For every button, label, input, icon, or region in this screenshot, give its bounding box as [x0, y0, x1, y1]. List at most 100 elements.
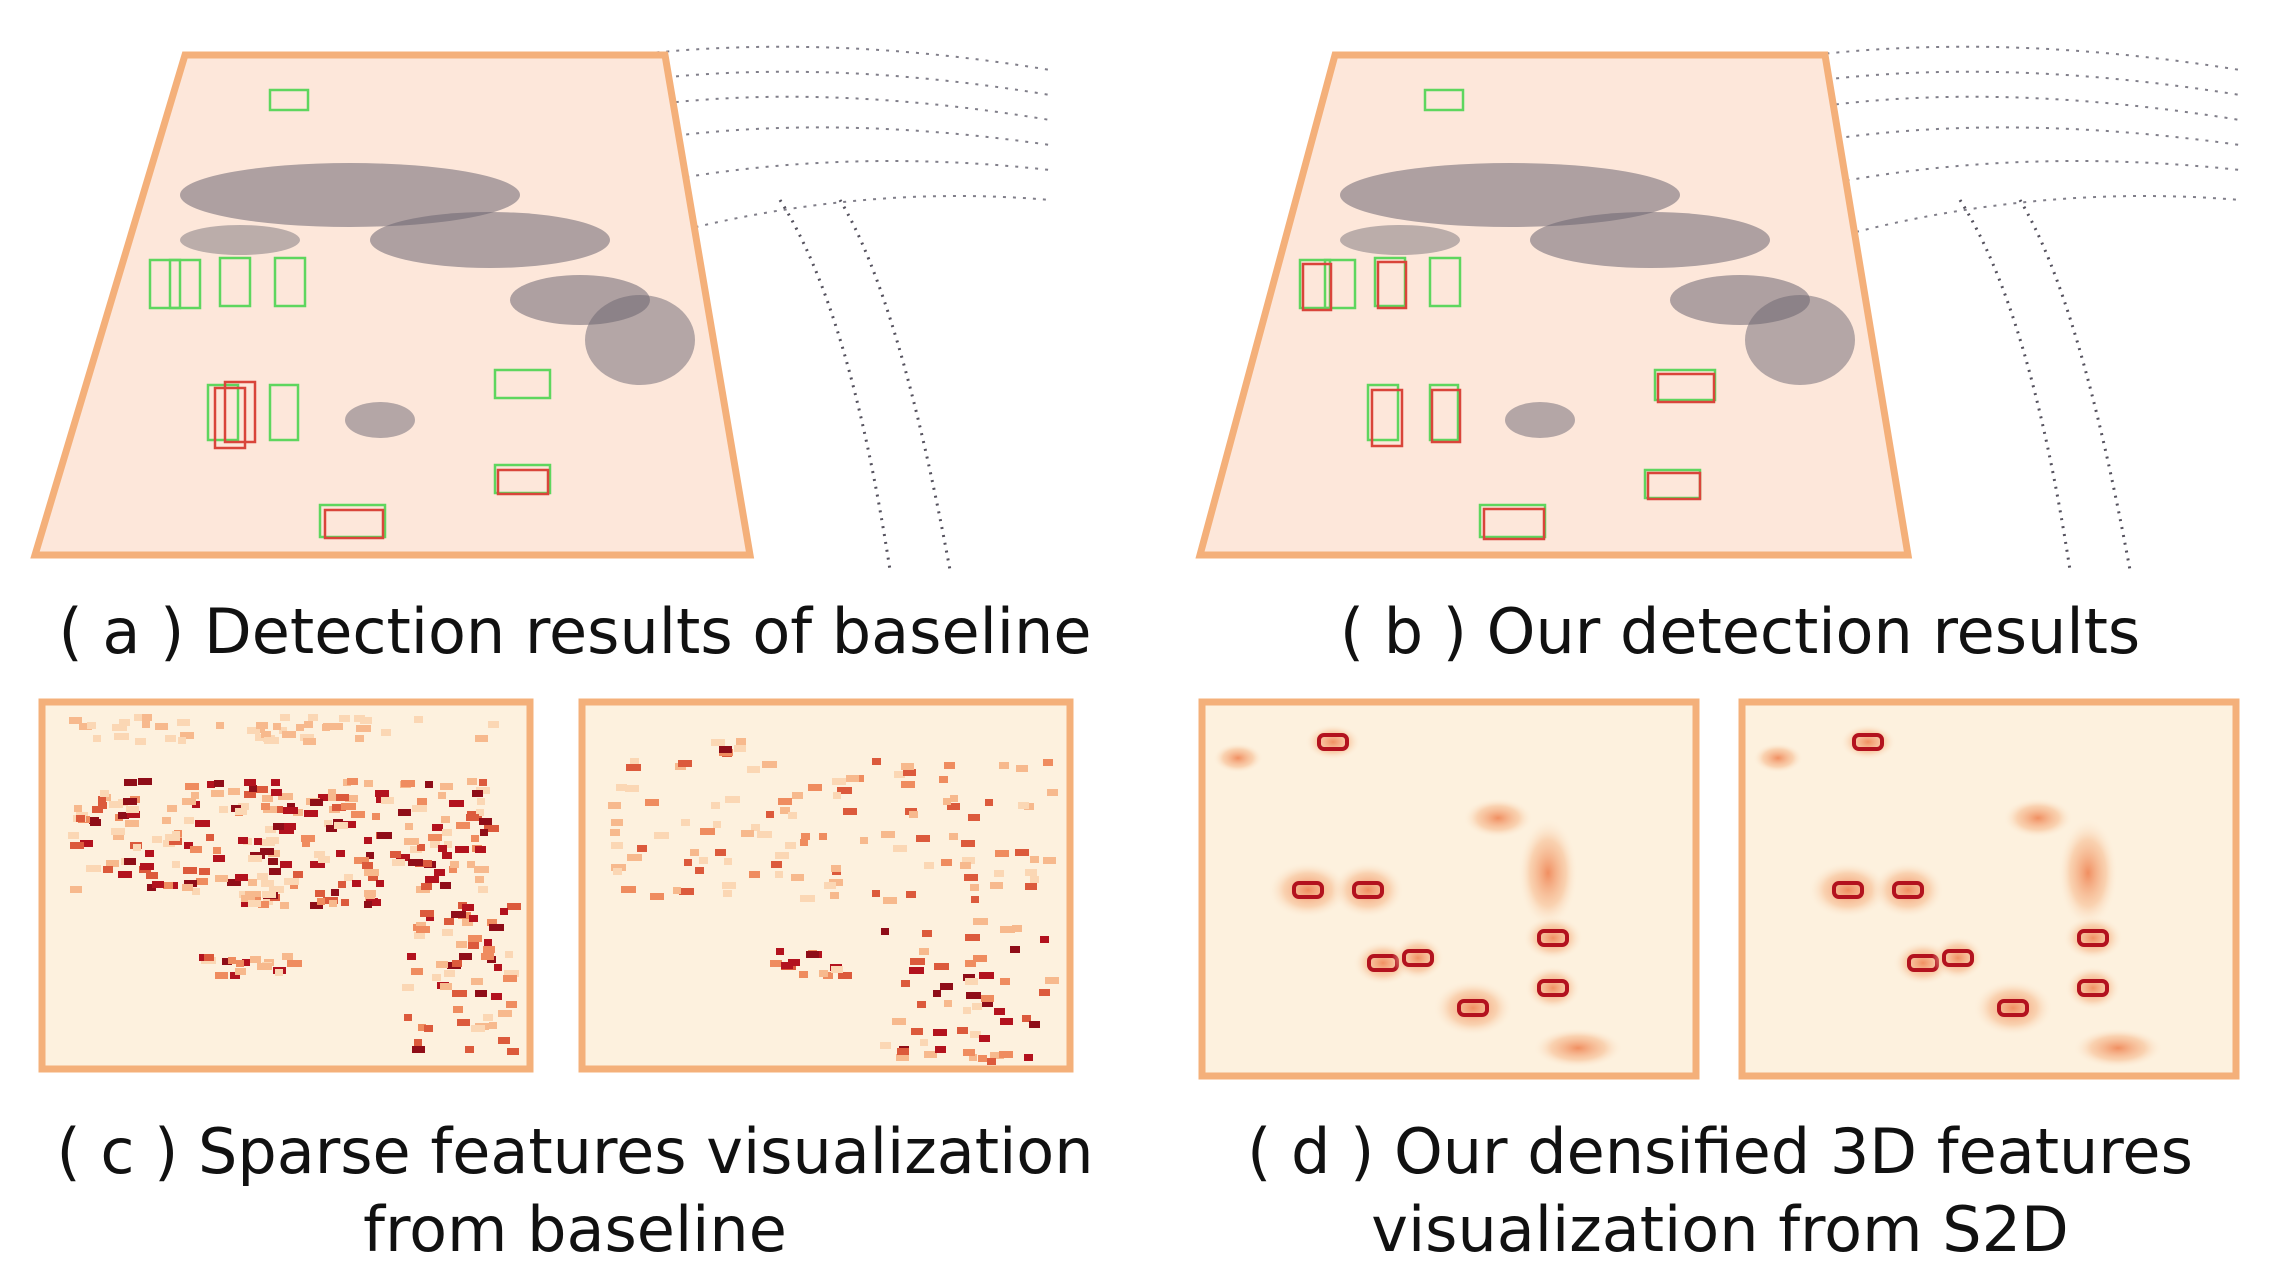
heat-cell [965, 934, 980, 941]
road-edge-b [1958, 199, 2132, 570]
heat-cell [219, 806, 228, 813]
heat-cell [322, 724, 330, 731]
heat-cell [792, 792, 803, 799]
heat-cell [213, 847, 221, 854]
heat-cell [416, 926, 430, 933]
heat-peak [2077, 979, 2109, 997]
heat-cell [711, 802, 720, 809]
heat-cell [713, 821, 721, 828]
heat-cell [228, 788, 240, 795]
heat-cell [69, 717, 82, 724]
heat-cell [430, 841, 440, 848]
heat-cell [924, 1051, 937, 1058]
heat-cell [196, 878, 208, 885]
heat-cell [416, 922, 426, 929]
heat-cell [489, 924, 504, 931]
heat-peak [1942, 949, 1974, 967]
heat-cell [995, 850, 1009, 857]
vegetation-points-a [180, 163, 695, 438]
heat-cell [830, 892, 839, 899]
heat-cell [98, 796, 106, 803]
heat-cell [190, 846, 202, 853]
heat-cell [799, 971, 808, 978]
heat-cell [808, 784, 822, 791]
heat-cell [405, 823, 413, 830]
heat-cell [901, 980, 910, 987]
heat-cell [471, 978, 483, 985]
heat-cell [364, 837, 372, 844]
heat-cell [440, 882, 451, 889]
heat-cell [310, 902, 323, 909]
heat-cell [184, 842, 193, 849]
heat-cell [264, 737, 279, 744]
heat-cell [906, 891, 916, 898]
heat-cell [410, 846, 422, 853]
heat-cell [994, 870, 1004, 877]
heat-cell [366, 899, 381, 906]
heat-cell [964, 874, 978, 881]
panel-d-dense-heatmap-1 [1198, 698, 1700, 1080]
point-cloud-b [1195, 45, 2241, 570]
heat-cell [417, 844, 425, 851]
heat-cell [414, 932, 425, 939]
heat-cell [419, 860, 432, 867]
heat-cell [347, 778, 358, 785]
heat-cell [222, 958, 232, 965]
heat-cell [999, 762, 1009, 769]
heat-peak [1352, 881, 1384, 899]
heat-cell [678, 760, 692, 767]
heat-cell [247, 727, 260, 734]
heat-cell [315, 890, 325, 897]
heat-cell [673, 887, 681, 894]
heat-blob [2058, 818, 2118, 928]
heat-cell [137, 714, 152, 721]
heat-cell [261, 880, 274, 887]
sparse-cells-2 [608, 738, 1059, 1065]
heat-cell [261, 731, 271, 738]
heat-cell [235, 874, 248, 881]
heat-cell [892, 1018, 906, 1025]
heat-cell [278, 793, 293, 800]
heat-cell [442, 829, 452, 836]
dense-blobs-1 [1213, 724, 1623, 1068]
heat-cell [479, 779, 487, 786]
heat-cell [417, 798, 427, 805]
heat-peak [1292, 881, 1324, 899]
heat-cell [204, 954, 214, 961]
heat-cell [872, 890, 880, 897]
heat-cell [426, 914, 434, 921]
heat-cell [711, 739, 725, 746]
heat-cell [195, 820, 210, 827]
heat-cell [408, 859, 423, 866]
heat-blob [1973, 980, 2053, 1036]
heat-cell [241, 900, 251, 907]
heat-cell [261, 803, 270, 810]
caption-c-line2: from baseline [363, 1193, 787, 1266]
heat-cell [481, 953, 494, 960]
heat-cell [507, 903, 521, 910]
heat-cell [626, 764, 641, 771]
heat-cell [269, 886, 284, 893]
heat-cell [230, 972, 240, 979]
heat-cell [283, 807, 298, 814]
heat-peak [1317, 733, 1349, 751]
heat-cell [248, 879, 257, 886]
heat-cell [684, 859, 692, 866]
heat-cell [819, 833, 827, 840]
heat-cell [93, 735, 101, 742]
heat-cell [455, 846, 469, 853]
heat-cell [124, 858, 136, 865]
heat-cell [901, 763, 914, 770]
heat-cell [284, 878, 299, 885]
heat-cell [896, 1054, 909, 1061]
vegetation-points-b [1340, 163, 1855, 438]
heat-cell [184, 880, 197, 887]
heat-peak [1997, 999, 2029, 1017]
heat-cell [621, 886, 636, 893]
heat-cell [442, 852, 452, 859]
heat-cell [352, 880, 361, 887]
heat-cell [893, 845, 907, 852]
heat-cell [242, 959, 250, 966]
panel-b-detection-ours [1180, 10, 2250, 570]
heat-cell [489, 1022, 497, 1029]
